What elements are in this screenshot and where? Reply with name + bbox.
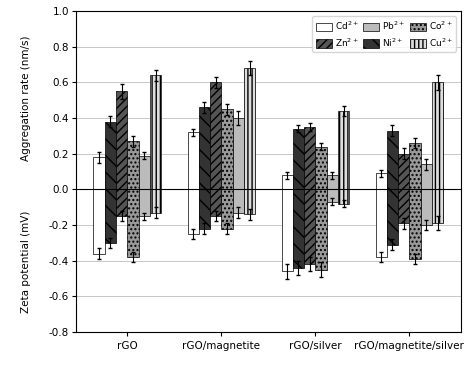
Bar bbox=[221, 189, 233, 229]
Bar bbox=[150, 75, 161, 189]
Bar bbox=[293, 189, 304, 268]
Bar bbox=[327, 175, 338, 189]
Bar bbox=[94, 189, 105, 254]
Bar bbox=[244, 189, 255, 214]
Bar bbox=[421, 164, 432, 189]
Bar bbox=[338, 111, 349, 189]
Bar bbox=[139, 156, 150, 189]
Bar bbox=[105, 122, 116, 189]
Bar bbox=[199, 107, 210, 189]
Bar bbox=[221, 109, 233, 189]
Bar bbox=[210, 189, 221, 216]
Bar bbox=[387, 131, 398, 189]
Bar bbox=[315, 147, 327, 189]
Bar bbox=[188, 189, 199, 234]
Bar bbox=[304, 189, 315, 264]
Bar bbox=[233, 118, 244, 189]
Bar bbox=[376, 173, 387, 189]
Bar bbox=[293, 129, 304, 189]
Legend: Cd$^{2+}$, Zn$^{2+}$, Pb$^{2+}$, Ni$^{2+}$, Co$^{2+}$, Cu$^{2+}$: Cd$^{2+}$, Zn$^{2+}$, Pb$^{2+}$, Ni$^{2+… bbox=[312, 16, 456, 52]
Bar bbox=[409, 143, 421, 189]
Bar bbox=[244, 68, 255, 189]
Bar bbox=[432, 82, 443, 189]
Bar bbox=[315, 189, 327, 270]
Bar bbox=[105, 189, 116, 243]
Bar bbox=[233, 189, 244, 213]
Bar bbox=[127, 189, 139, 257]
Bar bbox=[338, 189, 349, 204]
Bar bbox=[199, 189, 210, 229]
Text: Aggregation rate (nm/s): Aggregation rate (nm/s) bbox=[21, 35, 31, 160]
Bar bbox=[116, 189, 127, 216]
Bar bbox=[210, 82, 221, 189]
Bar bbox=[150, 189, 161, 213]
Bar bbox=[398, 189, 409, 223]
Bar bbox=[282, 189, 293, 272]
Bar bbox=[327, 189, 338, 202]
Bar bbox=[398, 154, 409, 189]
Bar bbox=[304, 127, 315, 189]
Bar bbox=[127, 141, 139, 189]
Bar bbox=[116, 91, 127, 189]
Bar bbox=[432, 189, 443, 223]
Bar bbox=[421, 189, 432, 225]
Bar bbox=[409, 189, 421, 259]
Text: Zeta potential (mV): Zeta potential (mV) bbox=[21, 210, 31, 313]
Bar bbox=[139, 189, 150, 216]
Bar bbox=[387, 189, 398, 245]
Bar bbox=[188, 132, 199, 189]
Bar bbox=[94, 157, 105, 189]
Bar bbox=[282, 175, 293, 189]
Bar bbox=[376, 189, 387, 257]
